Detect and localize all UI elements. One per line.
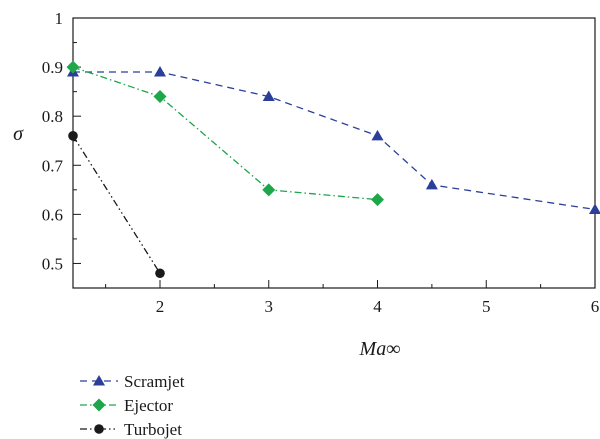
y-tick-label: 0.8 bbox=[42, 107, 63, 126]
x-tick-label: 6 bbox=[591, 297, 600, 316]
legend-item-scramjet: Scramjet bbox=[80, 372, 185, 391]
scramjet-line bbox=[73, 71, 596, 211]
legend-item-ejector: Ejector bbox=[80, 396, 173, 415]
scramjet-point bbox=[154, 66, 166, 77]
series-turbojet bbox=[68, 131, 165, 279]
x-tick-label: 5 bbox=[482, 297, 491, 316]
scramjet-point bbox=[262, 90, 275, 102]
ejector-line bbox=[72, 66, 378, 201]
legend-item-turbojet: Turbojet bbox=[80, 420, 182, 439]
ejector-point bbox=[66, 60, 80, 74]
scramjet-point bbox=[371, 129, 384, 141]
y-tick-label: 0.9 bbox=[42, 58, 63, 77]
x-axis-ticks: 2 3 4 5 6 bbox=[105, 280, 600, 316]
x-axis-label: Ma∞ bbox=[359, 338, 401, 360]
ejector-point bbox=[153, 90, 167, 104]
scramjet-point bbox=[589, 203, 600, 214]
legend-label-ejector: Ejector bbox=[124, 396, 173, 415]
turbojet-point bbox=[155, 268, 165, 279]
plot-area-frame bbox=[72, 17, 596, 289]
y-axis-label: σ bbox=[13, 123, 24, 145]
turbojet-line bbox=[72, 135, 161, 274]
series-scramjet bbox=[67, 66, 600, 214]
y-tick-label: 1 bbox=[55, 9, 64, 28]
y-tick-label: 0.6 bbox=[42, 205, 63, 224]
legend-label-turbojet: Turbojet bbox=[124, 420, 182, 439]
turbojet-point bbox=[68, 131, 78, 141]
scramjet-point bbox=[425, 178, 438, 190]
x-tick-label: 4 bbox=[373, 297, 382, 316]
series-layer bbox=[66, 60, 600, 279]
series-ejector bbox=[66, 60, 384, 207]
y-tick-label: 0.7 bbox=[42, 156, 64, 175]
ejector-point bbox=[262, 183, 276, 197]
legend: Scramjet Ejector Turbojet bbox=[80, 372, 185, 439]
legend-marker-turbojet bbox=[94, 424, 104, 434]
legend-marker-scramjet bbox=[93, 375, 105, 386]
y-axis-ticks: 0.5 0.6 0.7 0.8 0.9 1 bbox=[42, 9, 81, 273]
y-tick-label: 0.5 bbox=[42, 254, 63, 273]
legend-marker-ejector bbox=[92, 398, 106, 412]
legend-label-scramjet: Scramjet bbox=[124, 372, 185, 391]
x-tick-label: 2 bbox=[156, 297, 165, 316]
ejector-point bbox=[371, 193, 384, 207]
x-tick-label: 3 bbox=[265, 297, 274, 316]
